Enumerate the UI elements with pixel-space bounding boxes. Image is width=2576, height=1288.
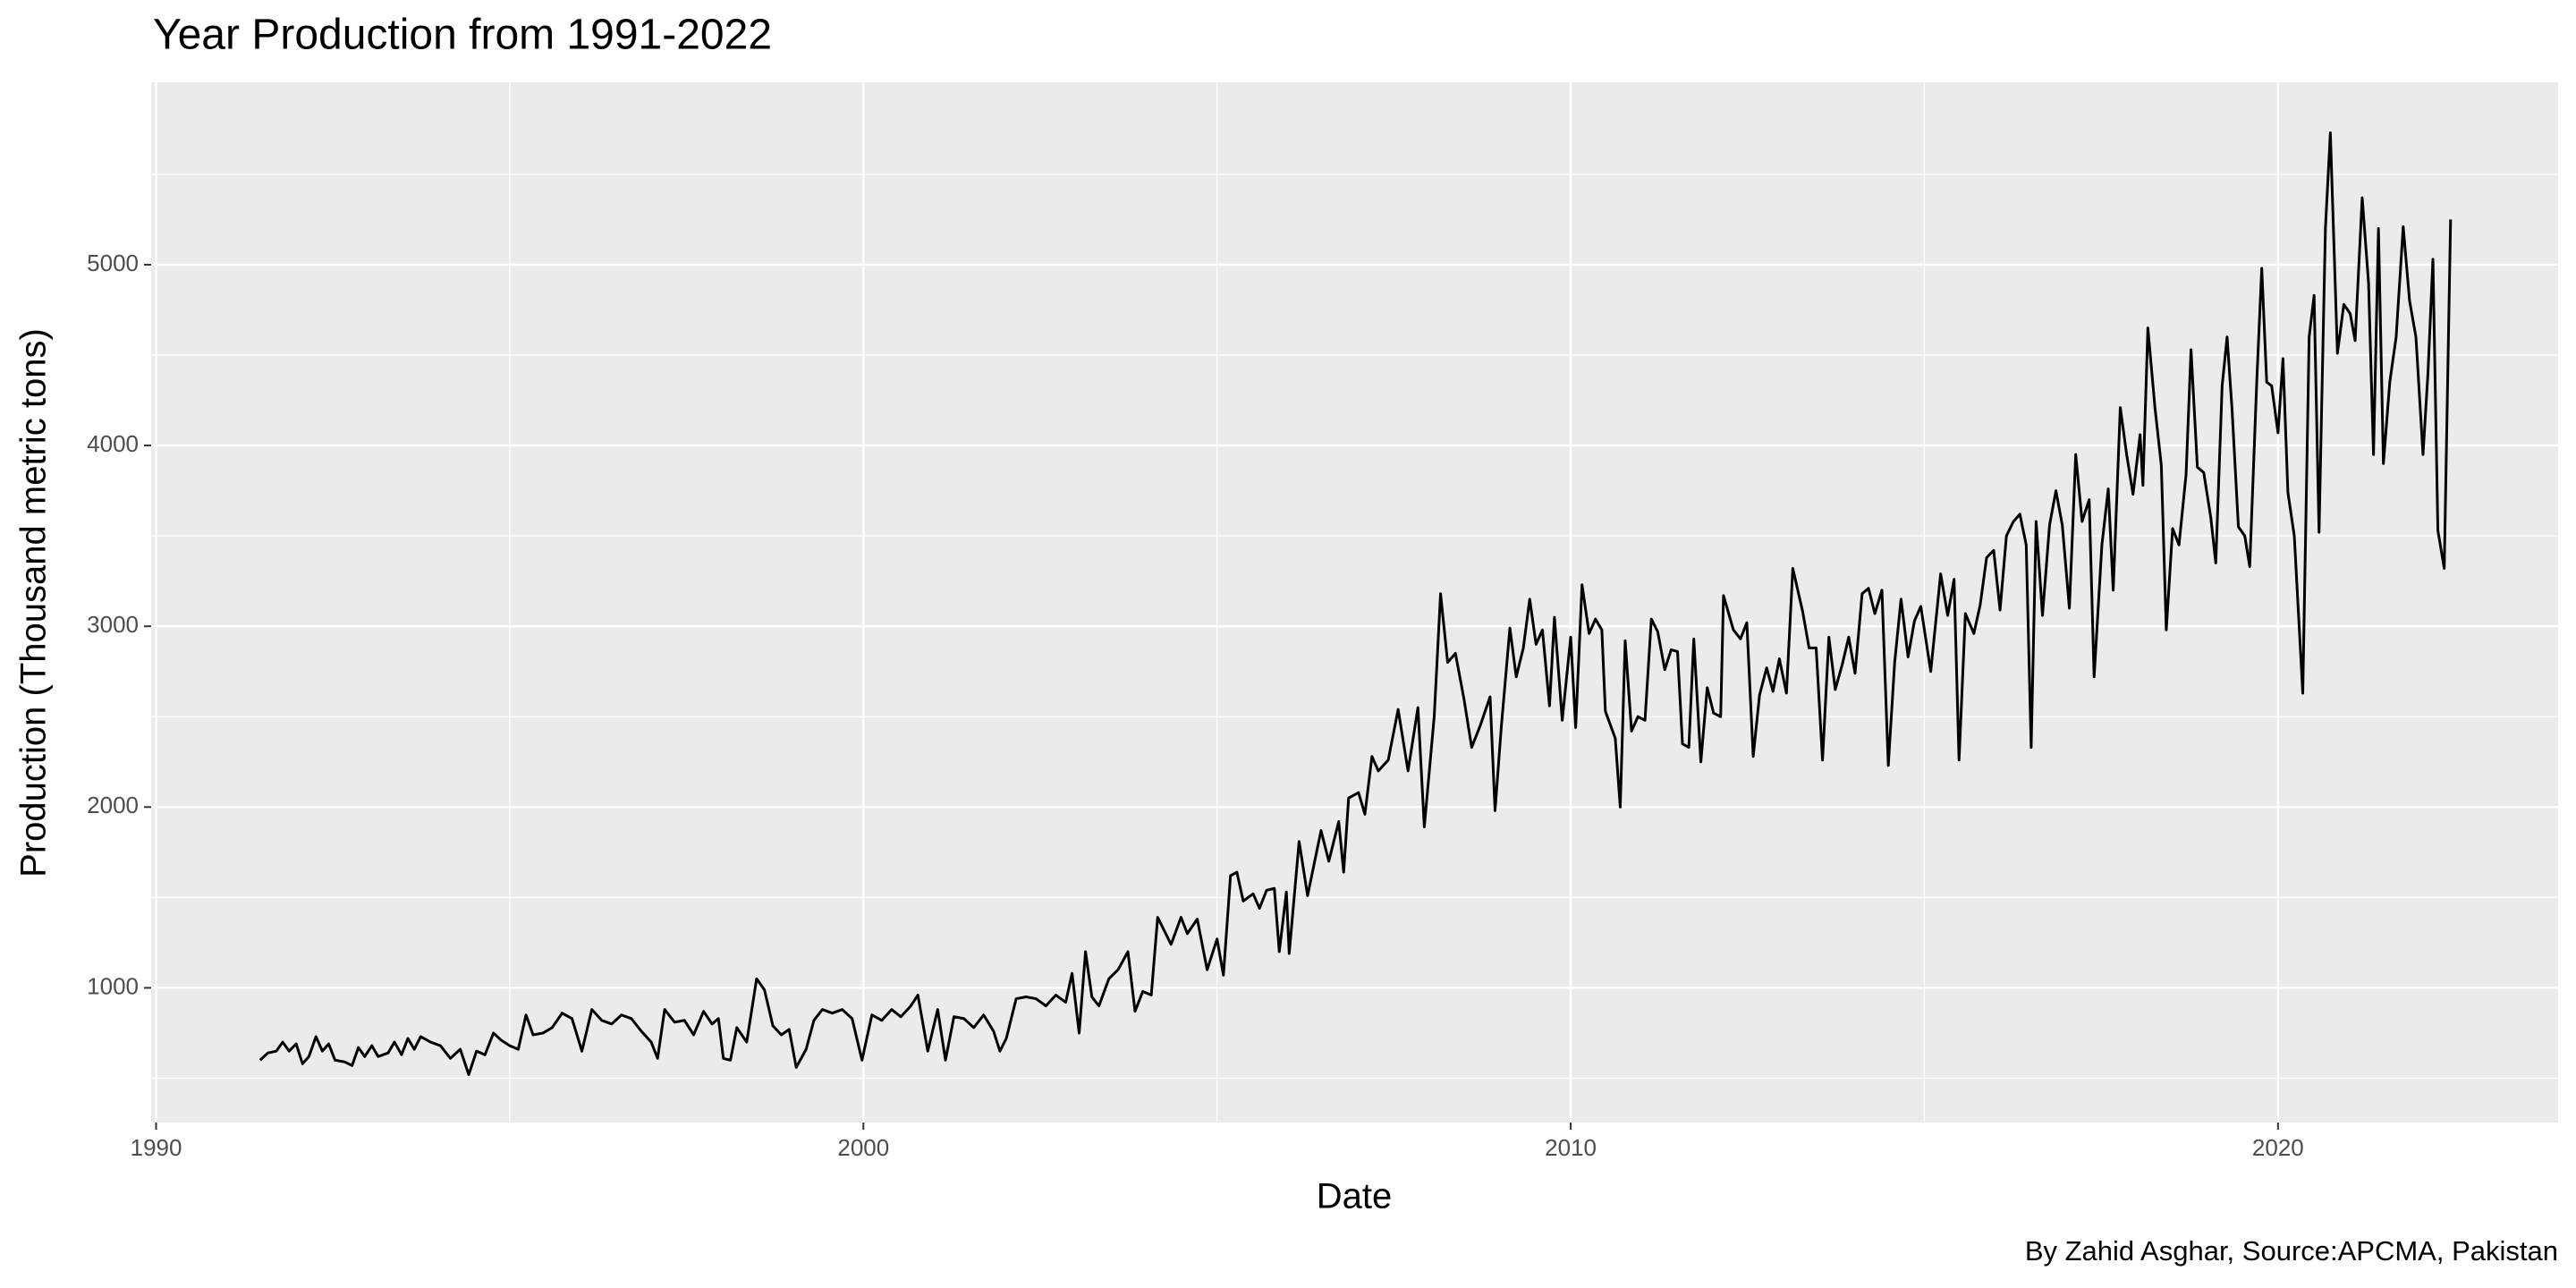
x-tick-label: 2020 xyxy=(2252,1134,2304,1161)
data-line xyxy=(258,131,2453,1076)
panel xyxy=(151,82,2558,1123)
y-tick-label: 1000 xyxy=(87,972,139,999)
x-tick-label: 1990 xyxy=(131,1134,182,1161)
caption: By Zahid Asghar, Source:APCMA, Pakistan xyxy=(2025,1235,2558,1267)
y-tick-label: 3000 xyxy=(87,611,139,638)
x-tick-label: 2010 xyxy=(1545,1134,1597,1161)
grid: 1990 2000 2010 2020 1000 2000 3000 4000 5000 xyxy=(87,82,2558,1161)
y-tick-label: 4000 xyxy=(87,430,139,457)
y-axis-title: Production (Thousand metric tons) xyxy=(14,328,54,877)
chart-title: Year Production from 1991-2022 xyxy=(153,12,772,59)
y-tick-label: 5000 xyxy=(87,250,139,276)
x-tick-label: 2000 xyxy=(837,1134,889,1161)
marks xyxy=(258,131,2453,1076)
y-tick-label: 2000 xyxy=(87,792,139,818)
x-axis-title: Date xyxy=(1317,1177,1393,1216)
